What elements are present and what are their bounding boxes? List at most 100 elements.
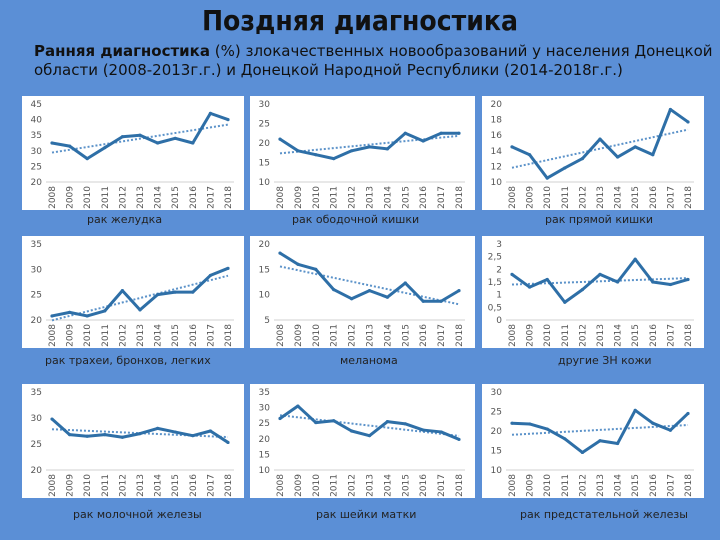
data-point xyxy=(208,111,212,115)
y-tick-label: 30 xyxy=(31,147,43,157)
data-point xyxy=(545,427,549,431)
x-tick-label: 2008 xyxy=(508,324,518,347)
data-point xyxy=(385,295,389,299)
x-tick-label: 2015 xyxy=(631,186,641,209)
x-tick-label: 2014 xyxy=(614,186,624,209)
x-tick-label: 2017 xyxy=(666,186,676,209)
series-line xyxy=(511,408,690,454)
data-point xyxy=(173,430,177,434)
y-tick-label: 25 xyxy=(491,408,502,418)
y-tick-label: 30 xyxy=(259,100,271,110)
y-tick-label: 10 xyxy=(491,466,503,476)
data-point xyxy=(156,293,160,297)
data-point xyxy=(173,136,177,140)
data-point xyxy=(510,421,514,425)
data-point xyxy=(314,420,318,425)
y-tick-label: 25 xyxy=(31,440,42,450)
data-point xyxy=(457,131,461,135)
data-point xyxy=(120,435,124,439)
x-tick-label: 2013 xyxy=(136,324,146,347)
data-point xyxy=(528,285,532,289)
data-point xyxy=(545,176,549,180)
y-tick-label: 3 xyxy=(496,240,502,250)
data-point xyxy=(332,288,336,292)
chart-title-prostate: рак предстательной железы xyxy=(520,508,688,521)
y-tick-label: 1,5 xyxy=(488,278,502,288)
data-point xyxy=(651,280,655,284)
series-line xyxy=(279,251,460,303)
x-tick-label: 2012 xyxy=(578,324,588,347)
chart-title-breast: рак молочной железы xyxy=(73,508,202,521)
x-tick-label: 2014 xyxy=(154,474,164,497)
data-point xyxy=(651,153,655,157)
data-point xyxy=(439,131,443,135)
x-tick-label: 2011 xyxy=(561,324,571,347)
data-point xyxy=(103,309,107,313)
data-point xyxy=(403,131,407,135)
x-tick-label: 2016 xyxy=(649,474,659,497)
x-tick-label: 2013 xyxy=(366,474,376,497)
x-tick-label: 2013 xyxy=(136,474,146,497)
x-tick-label: 2009 xyxy=(526,186,536,209)
data-point xyxy=(296,149,300,153)
x-tick-label: 2011 xyxy=(561,186,571,209)
y-tick-label: 20 xyxy=(31,178,43,188)
data-point xyxy=(616,441,620,446)
data-point xyxy=(651,421,655,425)
data-point xyxy=(563,300,567,304)
x-tick-label: 2012 xyxy=(118,324,128,347)
data-point xyxy=(350,429,354,433)
x-tick-label: 2008 xyxy=(48,324,58,347)
x-tick-label: 2015 xyxy=(401,324,411,347)
y-tick-label: 1 xyxy=(496,291,502,301)
y-tick-label: 35 xyxy=(31,131,42,141)
x-tick-label: 2017 xyxy=(206,474,216,497)
y-tick-label: 20 xyxy=(259,139,271,149)
data-point xyxy=(278,251,282,255)
y-tick-label: 0 xyxy=(496,316,502,326)
x-tick-label: 2017 xyxy=(666,324,676,347)
x-tick-label: 2016 xyxy=(419,324,429,347)
data-point xyxy=(510,145,514,149)
data-point xyxy=(85,314,89,318)
x-tick-label: 2008 xyxy=(276,324,286,347)
y-tick-label: 15 xyxy=(491,447,502,457)
trend-line xyxy=(51,123,229,154)
x-tick-label: 2013 xyxy=(596,474,606,497)
data-point xyxy=(314,267,318,271)
data-point xyxy=(50,314,54,318)
x-tick-label: 2010 xyxy=(312,474,322,497)
x-tick-label: 2014 xyxy=(383,324,393,347)
y-tick-label: 25 xyxy=(31,162,42,172)
y-tick-label: 10 xyxy=(491,178,503,188)
subtitle-rest: (%) злокачественных новообразований у на… xyxy=(34,42,713,79)
x-tick-label: 2017 xyxy=(437,324,447,347)
x-tick-label: 2017 xyxy=(206,324,216,347)
x-tick-label: 2014 xyxy=(614,474,624,497)
data-point xyxy=(332,157,336,161)
data-point xyxy=(367,434,372,438)
x-tick-label: 2008 xyxy=(276,474,286,497)
x-tick-label: 2015 xyxy=(171,474,181,497)
x-tick-label: 2018 xyxy=(224,186,234,209)
data-point xyxy=(580,288,584,292)
data-point xyxy=(528,422,532,426)
x-tick-label: 2011 xyxy=(330,474,340,497)
data-point xyxy=(226,266,230,270)
chart-panel-prostate: 10 15 20 25 30 2008 2009 2010 2011 2012 2013 2014 20… xyxy=(482,384,704,498)
data-point xyxy=(156,426,160,430)
x-tick-label: 2018 xyxy=(684,186,694,209)
chart-panel-stomach: 20 25 30 35 40 45 2008 2009 2010 2011 2012 2013 2014… xyxy=(22,96,244,210)
data-point xyxy=(580,157,584,161)
data-point xyxy=(278,137,282,141)
data-point xyxy=(85,157,89,161)
x-tick-label: 2008 xyxy=(508,474,518,497)
x-tick-label: 2011 xyxy=(101,324,111,347)
x-tick-label: 2013 xyxy=(596,324,606,347)
x-tick-label: 2012 xyxy=(578,474,588,497)
data-point xyxy=(103,433,107,437)
x-tick-label: 2008 xyxy=(48,474,58,497)
y-tick-label: 15 xyxy=(259,159,270,169)
y-tick-label: 25 xyxy=(259,419,270,429)
data-point xyxy=(191,434,195,438)
